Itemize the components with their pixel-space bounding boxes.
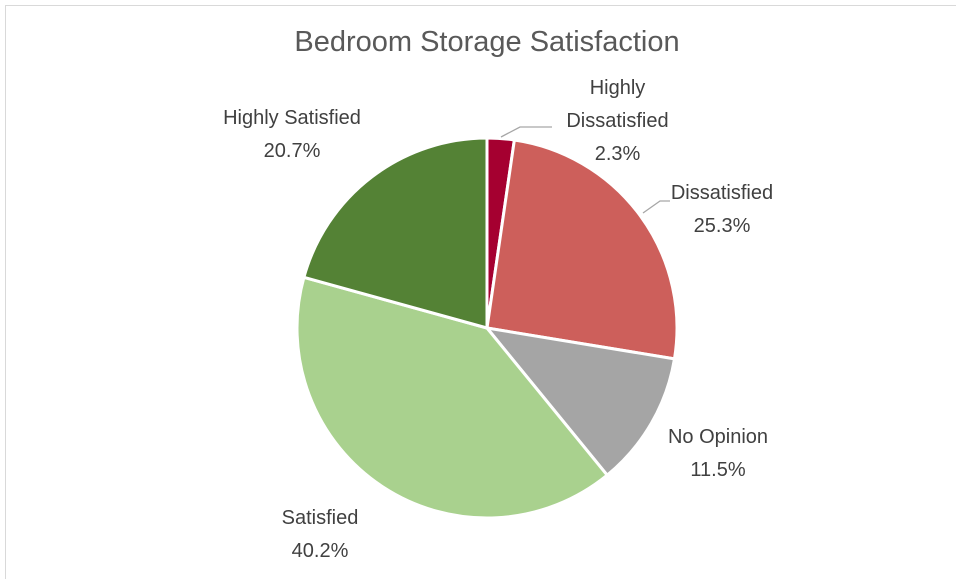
pie-slice xyxy=(485,138,679,361)
value-label: 20.7% xyxy=(263,140,321,162)
category-label: Highly Satisfied xyxy=(223,107,361,129)
slice-label: Dissatisfied 25.3% xyxy=(657,177,787,243)
leader-line xyxy=(642,200,670,214)
category-label: Highly Dissatisfied xyxy=(566,77,669,132)
category-label: Satisfied xyxy=(281,507,359,529)
value-label: 25.3% xyxy=(693,215,751,237)
slice-label: No Opinion 11.5% xyxy=(653,421,783,487)
pie-slice xyxy=(295,275,610,520)
category-label: No Opinion xyxy=(667,426,769,448)
slice-label: Highly Dissatisfied 2.3% xyxy=(555,72,680,171)
chart-border xyxy=(5,5,956,579)
chart-title: Bedroom Storage Satisfaction xyxy=(294,26,680,58)
slice-label: Satisfied 40.2% xyxy=(255,502,385,568)
pie-slice xyxy=(483,325,677,478)
pie xyxy=(295,136,679,520)
value-label: 2.3% xyxy=(594,143,641,165)
value-label: 40.2% xyxy=(291,540,349,562)
category-label: Dissatisfied xyxy=(670,182,774,204)
pie-slice xyxy=(302,136,489,330)
slice-label: Highly Satisfied 20.7% xyxy=(207,102,377,168)
leader-line xyxy=(500,126,552,138)
value-label: 11.5% xyxy=(690,459,746,481)
